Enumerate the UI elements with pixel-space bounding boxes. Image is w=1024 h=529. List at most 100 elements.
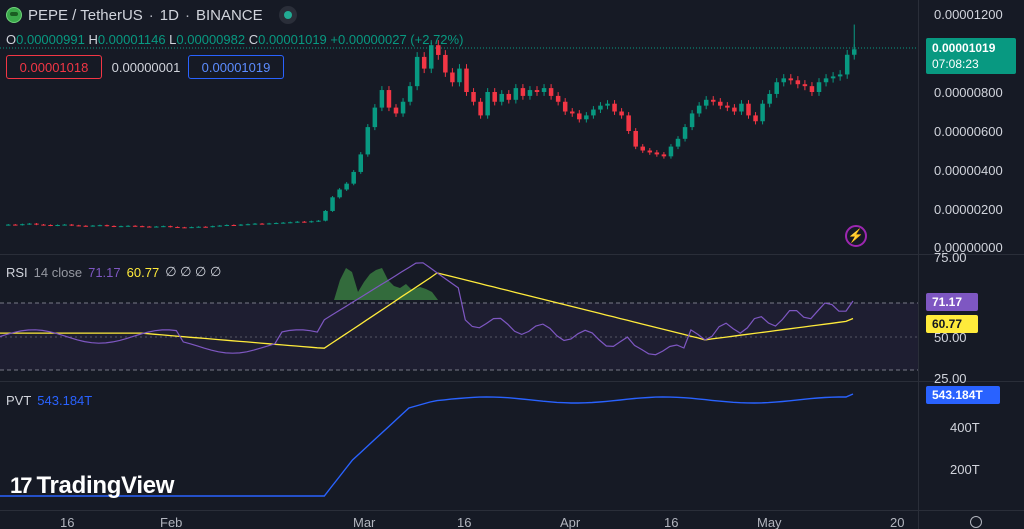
candle (654, 152, 660, 155)
pvt-value: 543.184T (37, 393, 93, 408)
candle (471, 92, 476, 102)
candle (668, 146, 674, 157)
candle (386, 90, 392, 108)
pvt-axis-label: 200T (950, 462, 980, 477)
low-value: 0.00000982 (176, 32, 246, 47)
candle (238, 224, 244, 226)
price-axis-label: 0.00000600 (934, 124, 1003, 139)
candle (527, 90, 533, 96)
candle (168, 226, 173, 228)
rsi-ma-value-tag: 60.77 (926, 315, 978, 333)
candle (337, 189, 342, 198)
candle (457, 68, 462, 83)
price-axis[interactable] (918, 0, 1024, 529)
candle (823, 78, 829, 83)
symbol-legend[interactable]: PEPE / TetherUS · 1D · BINANCE (6, 6, 297, 24)
candle (27, 223, 32, 225)
spread-value: 0.00000001 (111, 59, 181, 75)
candle (464, 68, 469, 92)
candle (640, 146, 645, 151)
candle (816, 82, 822, 92)
candle (393, 107, 399, 114)
pvt-value-tag: 543.184T (926, 386, 1000, 404)
tradingview-logo-text: TradingView (36, 472, 175, 499)
candle (139, 226, 145, 228)
rsi-value: 71.17 (88, 264, 121, 280)
candle (41, 224, 46, 226)
pvt-legend[interactable]: PVT 543.184T (6, 393, 92, 408)
time-axis-label: Apr (560, 515, 581, 529)
candle (513, 88, 519, 100)
legend-separator: · (184, 6, 190, 24)
candle (34, 223, 39, 225)
close-label: C (248, 32, 259, 47)
settings-gear-icon[interactable] (970, 516, 982, 528)
candle (6, 224, 11, 226)
price-axis-label: 0.00000200 (934, 202, 1003, 217)
candle (534, 90, 540, 92)
candle (245, 224, 251, 226)
time-axis-label: 20 (890, 515, 905, 529)
candle (189, 227, 194, 229)
change-value: +0.00000027 (+2.72%) (330, 32, 464, 47)
candle (302, 221, 307, 223)
last-price-tag: 0.00001019 07:08:23 (926, 38, 1016, 74)
candle (647, 150, 653, 153)
sell-button[interactable]: 0.00001018 (6, 55, 102, 79)
candle (781, 78, 786, 83)
time-axis-label: May (757, 515, 782, 529)
chart-plot-area[interactable] (0, 0, 918, 510)
candle (421, 56, 427, 69)
candle (605, 103, 610, 106)
candle (217, 225, 222, 227)
candle (548, 88, 554, 96)
candle (541, 88, 547, 92)
time-axis-label: 16 (457, 515, 472, 529)
tradingview-logo[interactable]: 17 TradingView (10, 472, 174, 500)
candle (809, 86, 815, 92)
candle (196, 226, 201, 228)
candle (788, 78, 794, 81)
candles-group (6, 24, 857, 229)
flash-icon[interactable]: ⚡ (845, 225, 867, 247)
market-status-icon[interactable] (278, 6, 297, 24)
candle (280, 222, 286, 224)
rsi-overbought-fill (334, 268, 438, 300)
ohlc-values: O0.00000991 H0.00001146 L0.00000982 C0.0… (6, 32, 463, 47)
candle (633, 131, 638, 147)
time-axis-label: 16 (60, 515, 75, 529)
candle (252, 223, 258, 225)
bar-countdown: 07:08:23 (932, 57, 979, 71)
time-axis[interactable] (0, 510, 1024, 529)
candle (210, 226, 215, 228)
symbol-name: PEPE / TetherUS (28, 6, 143, 24)
candle (407, 86, 413, 102)
candle (111, 225, 117, 227)
candle (689, 113, 695, 128)
candle (485, 92, 490, 116)
candle (97, 225, 103, 227)
candle (259, 223, 265, 225)
pane-divider[interactable] (0, 381, 1024, 382)
price-axis-label: 0.00000000 (934, 240, 1003, 255)
candle (711, 99, 716, 102)
pane-divider[interactable] (0, 254, 1024, 255)
candle (450, 72, 455, 83)
candle (830, 76, 836, 79)
candle (767, 93, 772, 104)
candle (760, 103, 765, 122)
candle (492, 92, 497, 102)
candle (555, 95, 561, 102)
buy-button[interactable]: 0.00001019 (188, 55, 284, 79)
time-axis-label: Mar (353, 515, 376, 529)
candle (661, 154, 667, 157)
candle (725, 105, 730, 108)
candle (802, 84, 808, 87)
rsi-legend[interactable]: RSI 14 close 71.17 60.77 ∅ ∅ ∅ ∅ (6, 264, 221, 280)
candle (577, 113, 582, 120)
candle (13, 224, 18, 226)
price-axis-label: 0.00000400 (934, 163, 1003, 178)
rsi-line (0, 262, 854, 356)
candle (703, 99, 709, 106)
